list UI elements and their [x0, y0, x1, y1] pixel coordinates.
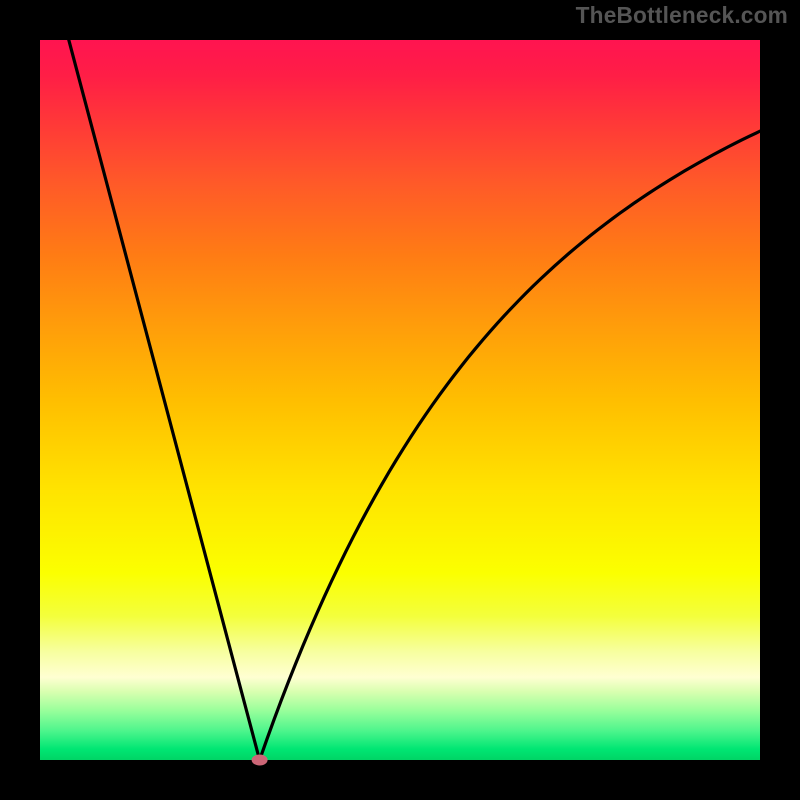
- image-root: TheBottleneck.com: [0, 0, 800, 800]
- plot-gradient-background: [40, 40, 760, 760]
- bottleneck-chart-svg: [0, 0, 800, 800]
- minimum-marker: [252, 755, 268, 766]
- watermark-text: TheBottleneck.com: [576, 2, 788, 29]
